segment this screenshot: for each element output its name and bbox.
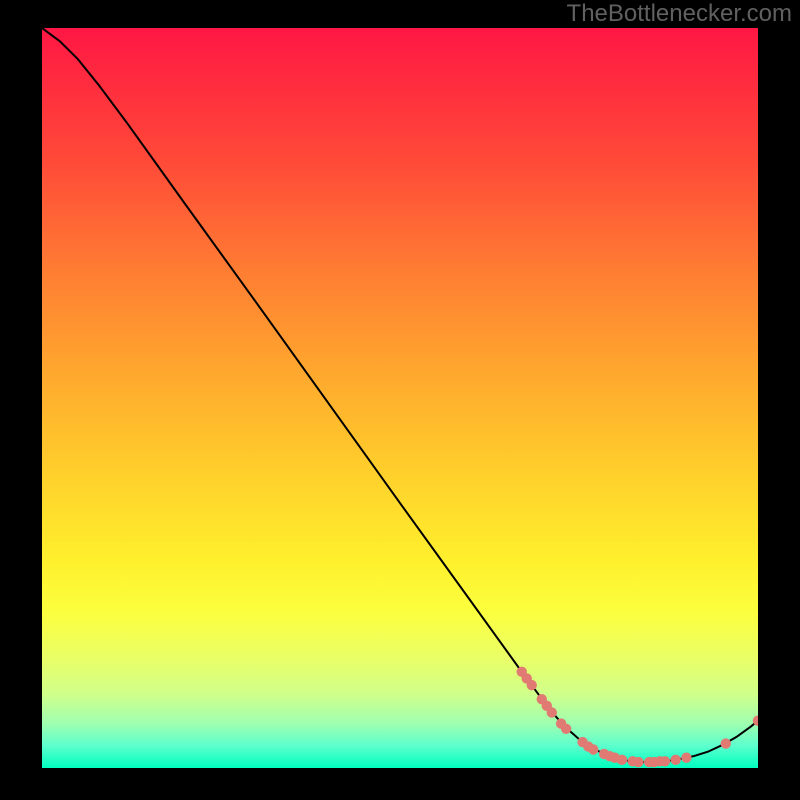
overlay-marker bbox=[721, 738, 731, 748]
overlay-marker bbox=[588, 744, 598, 754]
overlay-marker bbox=[633, 757, 643, 767]
overlay-markers-group bbox=[517, 667, 758, 768]
bottleneck-curve bbox=[42, 28, 758, 762]
attribution-text: TheBottlenecker.com bbox=[567, 0, 792, 28]
overlay-marker bbox=[660, 756, 670, 766]
overlay-marker bbox=[681, 752, 691, 762]
overlay-marker bbox=[547, 707, 557, 717]
overlay-marker bbox=[670, 755, 680, 765]
overlay-marker bbox=[561, 724, 571, 734]
plot-area bbox=[42, 28, 758, 768]
overlay-marker bbox=[527, 680, 537, 690]
overlay-marker bbox=[617, 755, 627, 765]
chart-overlay bbox=[42, 28, 758, 768]
image-canvas: TheBottlenecker.com bbox=[0, 0, 800, 800]
